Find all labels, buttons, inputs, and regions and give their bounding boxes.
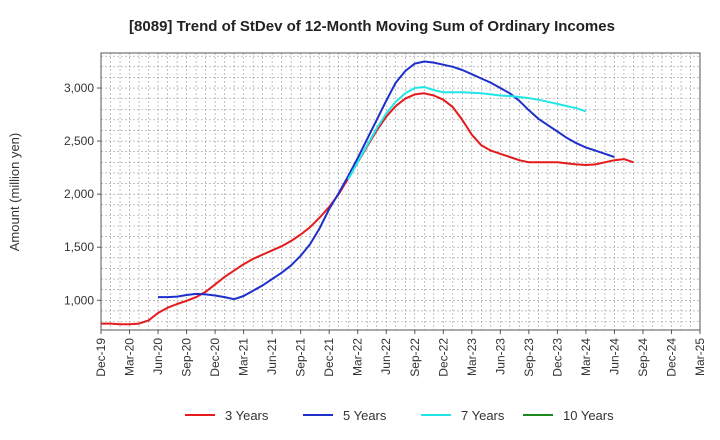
x-tick-label: Dec-22 xyxy=(436,338,450,377)
series-lines xyxy=(101,60,634,326)
y-tick-label: 2,000 xyxy=(64,187,94,201)
x-tick-label: Dec-21 xyxy=(322,338,336,377)
legend-label: 7 Years xyxy=(461,408,505,423)
x-tick-label: Mar-20 xyxy=(123,338,137,376)
x-axis: Dec-19 Mar-20 Jun-20 Sep-20 Dec-20 Mar-21 Jun-… xyxy=(94,330,707,377)
y-axis: 1,000 1,500 2,000 2,500 3,000 xyxy=(64,81,101,307)
x-tick-label: Mar-21 xyxy=(237,338,251,376)
x-tick-label: Jun-24 xyxy=(607,338,621,375)
y-tick-label: 2,500 xyxy=(64,134,94,148)
y-tick-label: 3,000 xyxy=(64,81,94,95)
x-tick-label: Jun-23 xyxy=(493,338,507,375)
x-tick-label: Dec-19 xyxy=(94,338,108,377)
grid xyxy=(101,53,700,330)
x-tick-label: Sep-21 xyxy=(294,338,308,377)
x-tick-label: Dec-23 xyxy=(550,338,564,377)
legend-label: 10 Years xyxy=(563,408,614,423)
x-tick-label: Sep-24 xyxy=(636,338,650,377)
plot-area xyxy=(100,52,701,331)
x-tick-label: Sep-22 xyxy=(408,338,422,377)
x-tick-label: Mar-22 xyxy=(351,338,365,376)
x-tick-label: Dec-20 xyxy=(208,338,222,377)
y-tick-label: 1,500 xyxy=(64,240,94,254)
y-axis-label: Amount (million yen) xyxy=(7,133,22,252)
x-tick-label: Jun-22 xyxy=(379,338,393,375)
x-tick-label: Mar-23 xyxy=(465,338,479,376)
chart-title: [8089] Trend of StDev of 12-Month Moving… xyxy=(129,18,615,35)
legend: 3 Years 5 Years 7 Years 10 Years xyxy=(185,408,614,423)
series-line-7-years xyxy=(347,86,587,180)
y-tick-label: 1,000 xyxy=(64,293,94,307)
x-tick-label: Dec-24 xyxy=(664,338,678,377)
x-tick-label: Mar-24 xyxy=(579,338,593,376)
x-tick-label: Jun-21 xyxy=(265,338,279,375)
x-tick-label: Sep-20 xyxy=(180,338,194,377)
series-line-5-years xyxy=(158,60,615,301)
legend-label: 5 Years xyxy=(343,408,387,423)
x-tick-label: Sep-23 xyxy=(522,338,536,377)
x-tick-label: Jun-20 xyxy=(151,338,165,375)
x-tick-label: Mar-25 xyxy=(693,338,707,376)
legend-label: 3 Years xyxy=(225,408,269,423)
